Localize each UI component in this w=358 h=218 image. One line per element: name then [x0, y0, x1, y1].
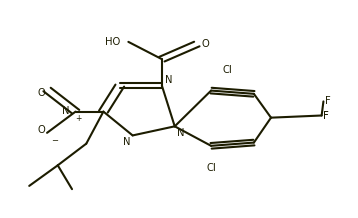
Text: F: F: [325, 96, 331, 106]
Text: Cl: Cl: [223, 65, 232, 75]
Text: −: −: [51, 136, 58, 145]
Text: Cl: Cl: [206, 163, 216, 173]
Text: F: F: [323, 111, 329, 121]
Text: O: O: [202, 39, 209, 49]
Text: +: +: [76, 114, 82, 123]
Text: HO: HO: [105, 37, 120, 47]
Text: N: N: [124, 137, 131, 147]
Text: O: O: [38, 89, 45, 98]
Text: F: F: [323, 111, 329, 121]
Text: N: N: [176, 128, 184, 138]
Text: N: N: [62, 106, 69, 116]
Text: N: N: [165, 75, 173, 85]
Text: O: O: [38, 125, 45, 135]
